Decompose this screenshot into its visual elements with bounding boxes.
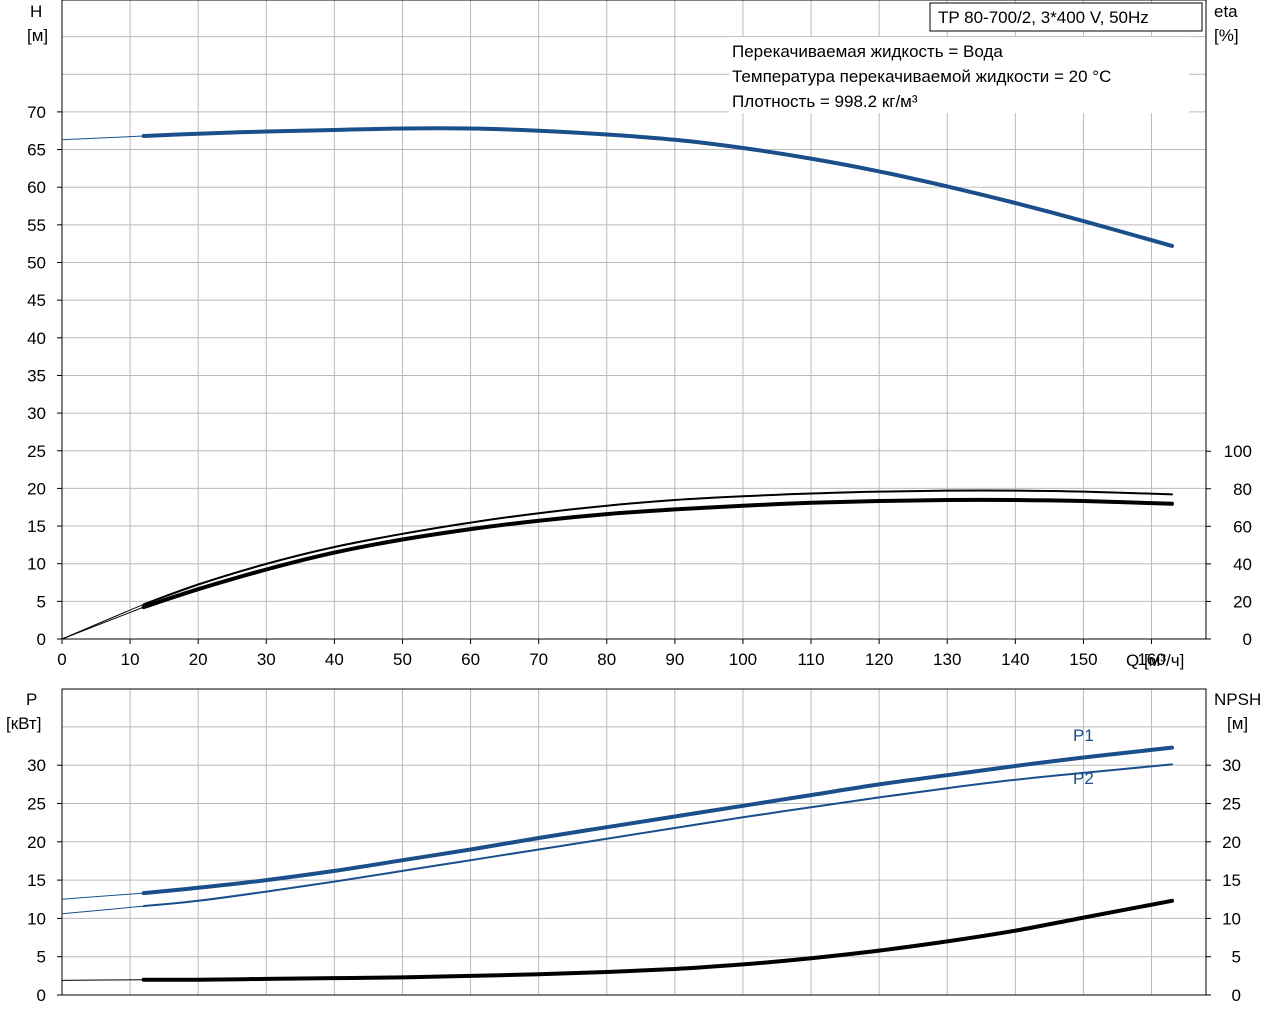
head-tick-label: 5 xyxy=(37,592,46,611)
head-tick-label: 10 xyxy=(27,555,46,574)
p2-curve-label: P2 xyxy=(1073,769,1094,788)
info-line-temperature: Температура перекачиваемой жидкости = 20… xyxy=(732,67,1111,86)
head-tick-label: 30 xyxy=(27,404,46,423)
npsh-axis-unit: [м] xyxy=(1227,714,1248,733)
x-tick-label: 30 xyxy=(257,650,276,669)
head-curve-extension xyxy=(61,135,144,141)
head-tick-label: 55 xyxy=(27,216,46,235)
eta-axis-unit: [%] xyxy=(1214,26,1239,45)
head-tick-label: 65 xyxy=(27,141,46,160)
x-tick-label: 150 xyxy=(1069,650,1097,669)
npsh-curve-extension xyxy=(61,979,144,981)
x-tick-label: 60 xyxy=(461,650,480,669)
power-tick-label: 20 xyxy=(27,833,46,852)
head-tick-label: 15 xyxy=(27,517,46,536)
bottom-chart-grid xyxy=(61,689,1206,996)
x-tick-label: 20 xyxy=(189,650,208,669)
top-plot-frame xyxy=(61,0,1207,640)
p2-curve xyxy=(142,763,1173,908)
eta-curve-thick-extension xyxy=(61,606,144,640)
power-tick-label: 15 xyxy=(27,871,46,890)
power-tick-label: 5 xyxy=(37,948,46,967)
eta-tick-label: 100 xyxy=(1224,442,1252,461)
npsh-axis-title: NPSH xyxy=(1214,690,1261,709)
power-tick-label: 0 xyxy=(37,986,46,1005)
p1-curve xyxy=(141,745,1174,896)
head-tick-label: 45 xyxy=(27,291,46,310)
eta-tick-label: 40 xyxy=(1233,555,1252,574)
p2-curve-extension xyxy=(61,905,144,915)
npsh-tick-label: 20 xyxy=(1222,833,1241,852)
x-tick-label: 0 xyxy=(57,650,66,669)
npsh-tick-label: 10 xyxy=(1222,909,1241,928)
head-axis-unit: [м] xyxy=(27,26,48,45)
x-tick-label: 160 xyxy=(1137,650,1165,669)
x-tick-label: 100 xyxy=(729,650,757,669)
head-tick-label: 20 xyxy=(27,479,46,498)
x-tick-label: 80 xyxy=(597,650,616,669)
head-tick-label: 40 xyxy=(27,329,46,348)
x-tick-label: 10 xyxy=(121,650,140,669)
eta-axis-title: eta xyxy=(1214,2,1238,21)
p1-curve-label: P1 xyxy=(1073,726,1094,745)
head-curve xyxy=(141,126,1174,248)
x-tick-label: 140 xyxy=(1001,650,1029,669)
info-box xyxy=(729,37,1189,113)
eta-curve-thick xyxy=(141,497,1174,610)
head-tick-label: 0 xyxy=(37,630,46,649)
head-tick-label: 50 xyxy=(27,254,46,273)
info-line-density: Плотность = 998.2 кг/м³ xyxy=(732,92,918,111)
npsh-tick-label: 30 xyxy=(1222,756,1241,775)
x-tick-label: 40 xyxy=(325,650,344,669)
power-axis-title: P xyxy=(26,690,37,709)
x-tick-label: 120 xyxy=(865,650,893,669)
info-line-fluid: Перекачиваемая жидкость = Вода xyxy=(732,42,1003,61)
x-tick-label: 130 xyxy=(933,650,961,669)
bottom-chart-ticks: 0 5 10 15 20 25 30 0 5 10 15 20 25 30 xyxy=(27,756,1241,1005)
model-label: TP 80-700/2, 3*400 V, 50Hz xyxy=(938,8,1149,27)
eta-tick-label: 60 xyxy=(1233,517,1252,536)
power-tick-label: 25 xyxy=(27,795,46,814)
eta-tick-label: 0 xyxy=(1243,630,1252,649)
x-tick-label: 90 xyxy=(665,650,684,669)
power-tick-label: 30 xyxy=(27,756,46,775)
eta-curve-thin xyxy=(142,489,1173,606)
x-tick-label: 50 xyxy=(393,650,412,669)
x-tick-label: 70 xyxy=(529,650,548,669)
npsh-tick-label: 15 xyxy=(1222,871,1241,890)
head-axis-title: H xyxy=(30,2,42,21)
flow-axis-title: Q [м³/ч] xyxy=(1126,651,1184,670)
power-axis-unit: [кВт] xyxy=(6,714,41,733)
model-box xyxy=(929,2,1203,32)
eta-tick-label: 80 xyxy=(1233,480,1252,499)
x-tick-label: 110 xyxy=(797,650,824,669)
npsh-tick-label: 0 xyxy=(1232,986,1241,1005)
head-tick-label: 35 xyxy=(27,366,46,385)
npsh-tick-label: 25 xyxy=(1222,795,1241,814)
curves xyxy=(61,126,1174,982)
eta-tick-label: 20 xyxy=(1233,592,1252,611)
npsh-curve xyxy=(141,898,1174,982)
top-chart-ticks: 0 10 20 30 40 50 60 70 80 90 100 110 120 130 140 150 160… xyxy=(27,103,1252,669)
p1-curve-extension xyxy=(61,892,144,900)
head-tick-label: 70 xyxy=(27,103,46,122)
head-tick-label: 25 xyxy=(27,442,46,461)
head-tick-label: 60 xyxy=(27,178,46,197)
npsh-tick-label: 5 xyxy=(1232,948,1241,967)
power-tick-label: 10 xyxy=(27,909,46,928)
